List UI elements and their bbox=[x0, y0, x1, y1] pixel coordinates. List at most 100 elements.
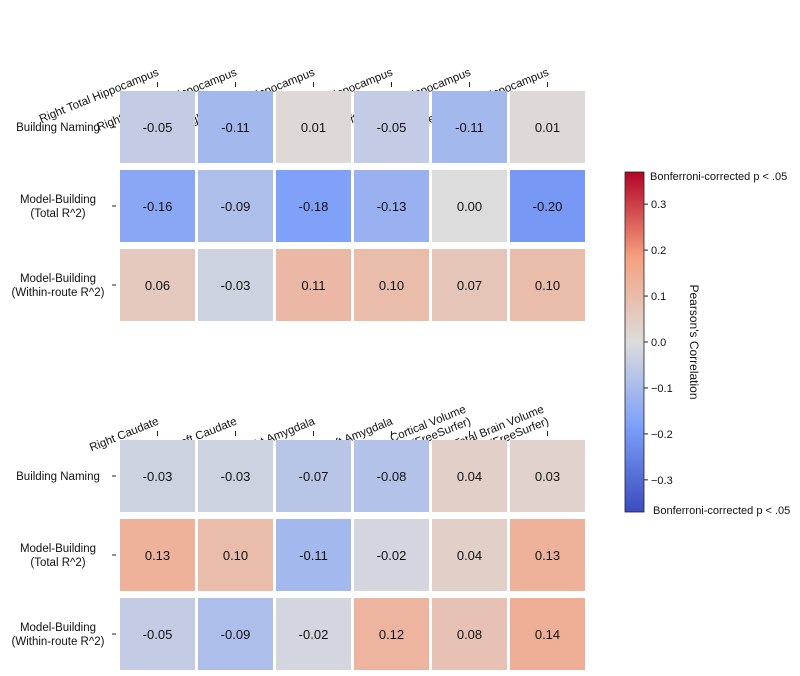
cell-value-label: 0.12 bbox=[379, 627, 404, 642]
heatmap-cell bbox=[432, 170, 507, 242]
heatmap-cell bbox=[432, 519, 507, 591]
heatmap-cell bbox=[120, 440, 195, 512]
cell-value-label: 0.10 bbox=[379, 278, 404, 293]
heatmap-cell bbox=[276, 440, 351, 512]
colorbar-tick-label: 0.0 bbox=[651, 337, 666, 349]
heatmap-cell bbox=[276, 170, 351, 242]
cell-value-label: 0.01 bbox=[301, 120, 326, 135]
cell-value-label: -0.03 bbox=[221, 278, 251, 293]
colorbar-label: Pearson's Correlation bbox=[687, 284, 701, 399]
heatmap-cell bbox=[120, 170, 195, 242]
colorbar-tick-label: 0.1 bbox=[651, 291, 666, 303]
cell-value-label: -0.18 bbox=[299, 199, 329, 214]
row-label: Model-Building (Total R^2) bbox=[20, 543, 96, 569]
row-label-line: (Within-route R^2) bbox=[12, 287, 105, 299]
heatmap-cell bbox=[276, 519, 351, 591]
row-label-line: (Within-route R^2) bbox=[12, 636, 105, 648]
colorbar-bottom-note: Bonferroni-corrected p < .05 bbox=[653, 505, 790, 517]
cell-value-label: -0.11 bbox=[455, 120, 484, 135]
heatmap-cell bbox=[120, 598, 195, 670]
colorbar: −0.3 −0.2 −0.1 0.0 0.1 0.2 0.3 Bonferroni-corr… bbox=[624, 171, 790, 517]
heatmap-cell bbox=[120, 91, 195, 163]
cell-value-label: 0.13 bbox=[145, 548, 170, 563]
cell-value-label: 0.01 bbox=[535, 120, 560, 135]
cell-value-label: 0.14 bbox=[535, 627, 560, 642]
row-label: Model-Building (Within-route R^2) bbox=[12, 622, 105, 648]
heatmap-cell bbox=[354, 91, 429, 163]
colorbar-top-note: Bonferroni-corrected p < .05 bbox=[650, 171, 787, 183]
cell-value-label: 0.10 bbox=[535, 278, 560, 293]
cell-value-label: 0.10 bbox=[223, 548, 248, 563]
colorbar-ticks: −0.3 −0.2 −0.1 0.0 0.1 0.2 0.3 bbox=[644, 199, 673, 487]
cell-value-label: -0.13 bbox=[377, 199, 407, 214]
colorbar-tick-label: −0.3 bbox=[651, 475, 673, 487]
row-label-line: Building Naming bbox=[16, 122, 100, 134]
cell-value-label: 0.04 bbox=[457, 548, 482, 563]
heatmap-cell bbox=[510, 440, 585, 512]
heatmap-cell bbox=[198, 440, 273, 512]
cell-value-label: 0.04 bbox=[457, 469, 482, 484]
heatmap-cell bbox=[198, 249, 273, 321]
heatmap-cell bbox=[354, 170, 429, 242]
heatmap-cell bbox=[432, 598, 507, 670]
row-label-line: Model-Building bbox=[20, 273, 96, 285]
cell-value-label: -0.11 bbox=[299, 548, 328, 563]
cell-value-label: -0.03 bbox=[221, 469, 251, 484]
heatmap-cell bbox=[432, 440, 507, 512]
cell-value-label: -0.07 bbox=[299, 469, 329, 484]
row-label: Model-Building (Total R^2) bbox=[20, 194, 96, 220]
cell-value-label: -0.16 bbox=[143, 199, 173, 214]
row-label: Model-Building (Within-route R^2) bbox=[12, 273, 105, 299]
heatmap-cell bbox=[354, 440, 429, 512]
heatmap-cell bbox=[198, 91, 273, 163]
cell-value-label: -0.11 bbox=[221, 120, 250, 135]
heatmap-cell bbox=[510, 91, 585, 163]
heatmap-cell bbox=[510, 249, 585, 321]
cell-value-label: 0.03 bbox=[535, 469, 560, 484]
heatmap-cell bbox=[510, 519, 585, 591]
heatmap-cell bbox=[354, 598, 429, 670]
cell-value-label: 0.13 bbox=[535, 548, 560, 563]
heatmap-cell bbox=[510, 170, 585, 242]
colorbar-tick-label: −0.1 bbox=[651, 383, 673, 395]
heatmap-cell bbox=[354, 519, 429, 591]
heatmap-cell bbox=[120, 519, 195, 591]
cell-value-label: 0.07 bbox=[457, 278, 482, 293]
colorbar-tick-label: 0.3 bbox=[651, 199, 666, 211]
heatmap-cell bbox=[276, 249, 351, 321]
heatmap-cell bbox=[198, 170, 273, 242]
cell-value-label: -0.09 bbox=[221, 199, 251, 214]
heatmap-cell bbox=[510, 598, 585, 670]
cell-value-label: -0.05 bbox=[143, 120, 173, 135]
cell-value-label: 0.11 bbox=[301, 278, 325, 293]
colorbar-tick-label: 0.2 bbox=[651, 245, 666, 257]
heatmap-cell bbox=[432, 91, 507, 163]
row-label: Building Naming bbox=[16, 471, 100, 483]
row-label-line: (Total R^2) bbox=[30, 557, 85, 569]
cell-value-label: 0.06 bbox=[145, 278, 170, 293]
row-label-line: Building Naming bbox=[16, 471, 100, 483]
cell-value-label: -0.03 bbox=[143, 469, 173, 484]
heatmap-cell bbox=[198, 598, 273, 670]
cell-value-label: 0.08 bbox=[457, 627, 482, 642]
cell-value-label: -0.09 bbox=[221, 627, 251, 642]
heatmap-cell bbox=[432, 249, 507, 321]
row-label-line: Model-Building bbox=[20, 194, 96, 206]
colorbar-bar bbox=[624, 171, 645, 513]
cell-value-label: -0.02 bbox=[377, 548, 407, 563]
row-label: Building Naming bbox=[16, 122, 100, 134]
colorbar-tick-label: −0.2 bbox=[651, 429, 673, 441]
heatmap-cell bbox=[276, 91, 351, 163]
row-label-line: Model-Building bbox=[20, 622, 96, 634]
heatmap-cell bbox=[120, 249, 195, 321]
row-label-line: Model-Building bbox=[20, 543, 96, 555]
heatmap-cell bbox=[354, 249, 429, 321]
cell-value-label: -0.08 bbox=[377, 469, 407, 484]
cell-value-label: 0.00 bbox=[457, 199, 482, 214]
cell-value-label: -0.02 bbox=[299, 627, 329, 642]
row-label-line: (Total R^2) bbox=[30, 208, 85, 220]
cell-value-label: -0.20 bbox=[533, 199, 563, 214]
